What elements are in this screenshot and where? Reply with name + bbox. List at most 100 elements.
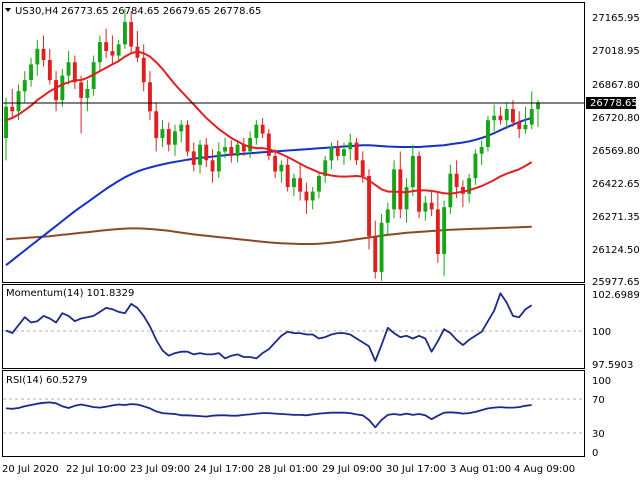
candle-body [41, 48, 46, 60]
candle-body [185, 124, 190, 152]
candle-body [154, 111, 159, 139]
candle-body [329, 147, 334, 161]
price-tick: 26422.65 [592, 179, 640, 190]
rsi-axis: 100 70 30 0 [592, 376, 611, 459]
momentum-title: Momentum(14) 101.8329 [6, 288, 134, 299]
rsi-line [5, 401, 532, 429]
time-tick: 3 Aug 01:00 [450, 464, 511, 475]
candle-body [486, 120, 490, 147]
candle-body [454, 173, 459, 188]
candle-body [166, 129, 171, 145]
candle-body [173, 131, 177, 145]
price-tick: 26124.50 [592, 245, 640, 256]
candle-body [160, 129, 165, 138]
price-tick: 27165.95 [592, 13, 640, 24]
candle-body [16, 91, 21, 112]
momentum-axis: 102.6989 100 97.5903 [592, 290, 640, 371]
candle-body [110, 51, 115, 56]
candle-body [29, 64, 33, 80]
candle-body [292, 178, 296, 188]
candle-body [517, 122, 522, 130]
ma-fast-group [5, 50, 533, 195]
rsi-title: RSI(14) 60.5279 [6, 375, 87, 386]
candle-body [404, 187, 409, 210]
candle-body [285, 164, 290, 188]
time-tick: 30 Jul 17:00 [386, 464, 446, 475]
candle-body [461, 187, 465, 194]
candle-body [204, 144, 209, 161]
candle-body [523, 124, 528, 130]
ohlc-values: 26773.65 26784.65 26679.65 26778.65 [61, 6, 261, 17]
candle-body [392, 169, 396, 210]
rsi-tick: 30 [592, 429, 605, 440]
candle-body [129, 22, 134, 47]
candle-body [342, 149, 346, 156]
candle-body [54, 80, 58, 101]
momentum-tick: 102.6989 [592, 290, 640, 301]
candle-body [435, 209, 440, 254]
candle-body [492, 115, 497, 121]
price-tick: 27018.95 [592, 46, 640, 57]
candle-body [179, 124, 184, 132]
candle-body [473, 153, 478, 179]
rsi-group [5, 401, 532, 429]
time-tick: 22 Jul 10:00 [66, 464, 126, 475]
candle-body [298, 178, 303, 192]
candle-body [235, 144, 240, 156]
candle-body [223, 147, 227, 152]
candle-body [498, 115, 503, 121]
candle-body [116, 44, 121, 56]
candles-group [4, 8, 540, 281]
momentum-panel[interactable] [2, 284, 585, 369]
dropdown-triangle-icon[interactable] [5, 8, 11, 12]
candle-body [4, 106, 8, 138]
candle-body [529, 109, 534, 125]
candle-body [85, 89, 90, 98]
rsi-tick: 100 [592, 376, 611, 387]
candle-body [254, 124, 259, 139]
price-tick: 26867.80 [592, 80, 640, 91]
candle-body [97, 42, 102, 63]
candle-body [417, 155, 421, 212]
price-panel[interactable] [2, 2, 585, 283]
time-tick: 24 Jul 17:00 [194, 464, 254, 475]
candle-body [398, 169, 403, 210]
price-tick: 25977.65 [592, 277, 640, 288]
time-tick: 29 Jul 09:00 [322, 464, 382, 475]
candle-body [385, 209, 390, 223]
candle-body [360, 160, 365, 176]
candle-body [66, 62, 71, 76]
candle-body [317, 176, 321, 192]
candle-body [310, 191, 315, 201]
candle-body [429, 202, 434, 210]
candle-body [248, 138, 253, 152]
current-price-label: 26778.65 [590, 98, 638, 109]
candle-body [442, 207, 447, 254]
candle-body [536, 102, 540, 110]
candle-body [273, 155, 278, 172]
candle-body [279, 164, 284, 172]
candle-body [35, 48, 40, 65]
candle-body [304, 191, 309, 201]
candle-body [410, 155, 415, 188]
candle-body [467, 178, 472, 194]
candle-body [191, 151, 196, 165]
rsi-panel[interactable] [2, 370, 585, 457]
price-axis: 27165.95 27018.95 26867.80 26720.80 2656… [592, 13, 640, 288]
candle-body [79, 82, 84, 98]
momentum-group [5, 292, 533, 362]
candle-body [123, 22, 127, 45]
candle-body [504, 109, 509, 121]
momentum-tick: 100 [592, 327, 611, 338]
candle-body [60, 75, 65, 101]
time-axis: 20 Jul 2020 22 Jul 10:00 23 Jul 09:00 24… [2, 464, 575, 475]
candle-body [22, 80, 27, 92]
candle-body [229, 147, 234, 156]
candle-body [72, 62, 77, 83]
candle-body [47, 60, 52, 81]
candle-body [141, 57, 146, 83]
candle-body [335, 147, 340, 156]
ma-slow-line [5, 225, 532, 245]
candle-body [423, 202, 428, 212]
